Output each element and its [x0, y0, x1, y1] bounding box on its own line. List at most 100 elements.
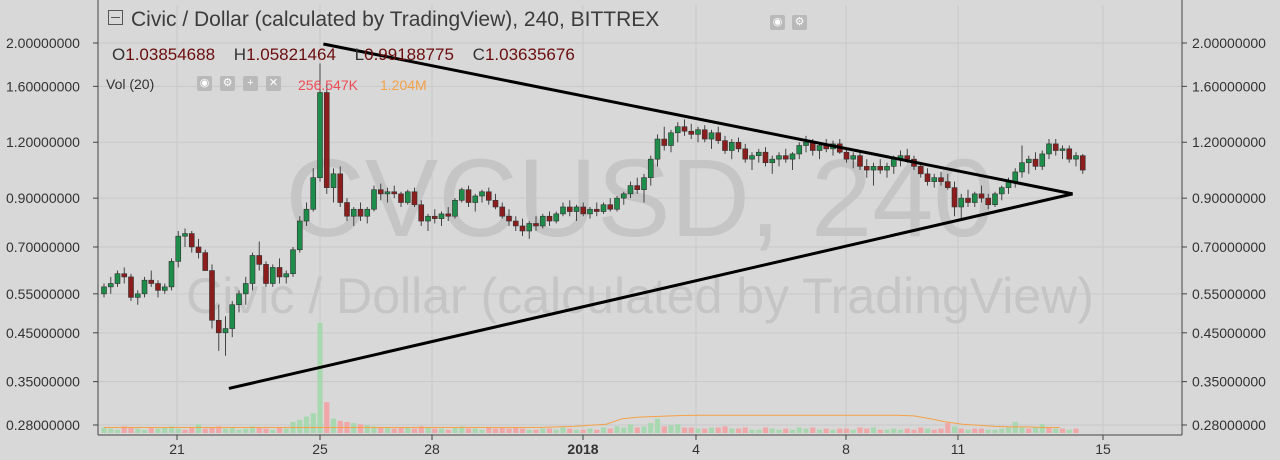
candle-body — [431, 215, 438, 219]
candle-body — [1039, 153, 1046, 167]
volume-bar — [627, 424, 634, 433]
volume-bar — [1066, 429, 1072, 433]
volume-bar — [1012, 422, 1018, 433]
y-tick-label-right: 0.28000000 — [1192, 417, 1266, 433]
candle-body — [472, 195, 479, 203]
candle-body — [330, 173, 337, 188]
volume-bar — [621, 427, 627, 433]
candle-body — [546, 215, 553, 222]
volume-bar — [465, 428, 472, 433]
volume-bar — [425, 427, 431, 433]
volume-bar — [999, 428, 1005, 433]
candle-body — [195, 246, 202, 253]
candle-body — [222, 328, 229, 334]
candle-body — [485, 191, 492, 201]
volume-bar — [519, 428, 526, 433]
candle-body — [938, 177, 944, 182]
volume-bar — [182, 429, 188, 433]
volume-bar — [864, 428, 870, 433]
volume-bar — [992, 429, 998, 433]
volume-bar — [445, 429, 451, 433]
volume-bar — [155, 428, 161, 433]
candle-body — [951, 187, 958, 208]
volume-bar — [351, 423, 357, 433]
candle-body — [782, 155, 789, 160]
volume-add-icon[interactable]: + — [243, 76, 258, 91]
volume-bar — [708, 427, 715, 433]
candle-body — [998, 187, 1005, 195]
trendlines[interactable] — [228, 42, 1073, 390]
eye-icon[interactable]: ◉ — [770, 15, 785, 30]
volume-bar — [553, 429, 559, 433]
y-tick-label-left: 1.20000000 — [6, 134, 80, 150]
volume-bar — [479, 429, 485, 433]
volume-gear-icon[interactable]: ⚙ — [220, 76, 235, 91]
candle-body — [641, 177, 647, 190]
volume-bar — [661, 426, 667, 433]
candle-body — [843, 151, 850, 160]
volume-bar — [202, 428, 208, 433]
high-label: H — [233, 45, 247, 64]
volume-bar — [789, 429, 796, 433]
volume-eye-icon[interactable]: ◉ — [197, 76, 212, 91]
volume-bar — [162, 427, 168, 433]
volume-close-icon[interactable]: ✕ — [266, 76, 281, 91]
volume-bar — [587, 428, 593, 433]
volume-bar — [168, 426, 175, 433]
volume-bar — [600, 427, 607, 433]
volume-bar — [614, 426, 620, 433]
volume-bar — [249, 426, 256, 433]
volume-bar — [459, 426, 465, 433]
candle-body — [357, 208, 364, 217]
y-tick-label-right: 0.45000000 — [1192, 325, 1266, 341]
candle-body — [425, 215, 431, 222]
volume-bar — [452, 427, 458, 433]
volume-bar — [222, 428, 229, 433]
volume-bar — [378, 427, 384, 433]
candle-body — [1032, 158, 1039, 167]
volume-bar — [567, 428, 573, 433]
volume-bar — [958, 428, 964, 433]
volume-bar — [668, 425, 674, 433]
close-value: 1.03635676 — [484, 45, 575, 64]
open-label: O — [112, 45, 126, 64]
volume-bar — [357, 424, 364, 433]
candle-body — [263, 264, 269, 284]
candle-body — [148, 279, 155, 284]
candle-body — [1046, 143, 1052, 155]
volume-bar — [148, 427, 154, 433]
volume-bar — [270, 429, 276, 433]
candle-body — [850, 155, 857, 160]
collapse-icon[interactable] — [108, 10, 123, 25]
volume-bar — [189, 427, 195, 433]
y-tick-label-left: 0.28000000 — [6, 417, 80, 433]
volume-bar — [1032, 427, 1039, 433]
candle-body — [816, 145, 823, 151]
x-tick-label: 28 — [424, 441, 440, 457]
candle-body — [276, 267, 283, 278]
trendline[interactable] — [228, 192, 1073, 390]
candle-body — [438, 213, 445, 219]
candle-body — [587, 208, 593, 215]
y-tick-label-right: 0.70000000 — [1192, 239, 1266, 255]
volume-bar — [405, 427, 411, 433]
y-tick-label-left: 1.60000000 — [6, 78, 80, 94]
volume-bars — [101, 323, 1079, 433]
volume-bar — [681, 427, 688, 433]
trendline[interactable] — [323, 42, 1073, 196]
symbol-header[interactable]: Civic / Dollar (calculated by TradingVie… — [108, 8, 659, 32]
volume-bar — [756, 429, 762, 433]
candle-body — [458, 189, 465, 201]
candle-body — [229, 304, 236, 329]
gear-icon[interactable]: ⚙ — [792, 15, 807, 30]
candle-body — [1025, 158, 1032, 164]
candle-body — [256, 255, 263, 265]
candle-body — [249, 255, 256, 284]
volume-bar — [1039, 424, 1045, 433]
volume-bar — [391, 428, 397, 433]
candle-body — [870, 166, 877, 171]
candle-body — [931, 177, 938, 182]
candle-body — [499, 206, 506, 217]
candle-body — [701, 129, 708, 140]
